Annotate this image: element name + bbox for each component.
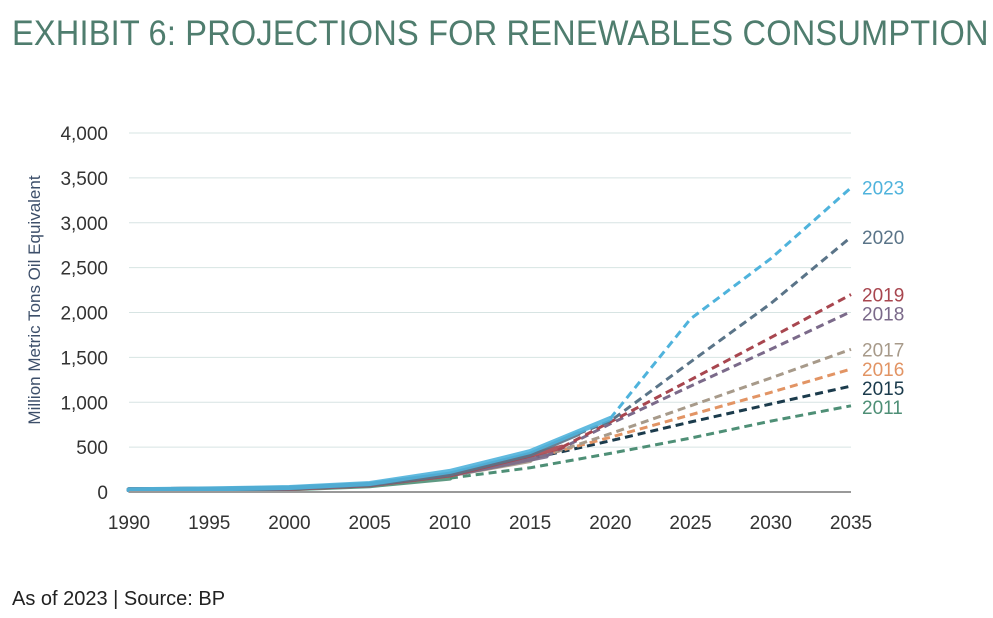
projection-line-2019 (561, 293, 852, 449)
x-tick-label: 2015 (509, 513, 551, 534)
series-label-2011: 2011 (862, 398, 903, 419)
series-label-2019: 2019 (862, 286, 904, 307)
x-tick-label: 2000 (268, 513, 310, 534)
x-tick-label: 2020 (589, 513, 631, 534)
x-tick-label: 2005 (349, 513, 391, 534)
x-tick-label: 1990 (108, 513, 150, 534)
page-title: EXHIBIT 6: PROJECTIONS FOR RENEWABLES CO… (12, 14, 989, 53)
projection-line-2017 (529, 347, 852, 463)
y-tick-label: 3,000 (60, 214, 108, 235)
x-tick-label: 2010 (429, 513, 471, 534)
y-tick-label: 0 (97, 483, 108, 504)
series-label-2015: 2015 (862, 379, 904, 400)
history-line-2023 (126, 415, 613, 493)
chart: 0 500 1,000 1,500 2,000 2,500 3,000 3,500 4,000 1… (25, 124, 904, 534)
projection-line-2011 (449, 404, 852, 480)
x-tick-label: 2035 (830, 513, 872, 534)
series-label-2017: 2017 (862, 340, 904, 361)
projection-line-2018 (545, 310, 852, 458)
chart-lines (126, 186, 852, 493)
series-label-2016: 2016 (862, 360, 904, 381)
projection-line-2020 (577, 235, 852, 436)
y-tick-label: 2,000 (60, 304, 108, 325)
y-tick-label: 1,000 (60, 393, 108, 414)
y-axis-label: Million Metric Tons Oil Equivalent (25, 175, 44, 424)
chart-axes: 0 500 1,000 1,500 2,000 2,500 3,000 3,500 4,000 1… (60, 124, 872, 534)
series-label-2020: 2020 (862, 228, 904, 249)
source-note: As of 2023 | Source: BP (12, 588, 226, 610)
y-tick-label: 3,500 (60, 169, 108, 190)
chart-grid (129, 132, 851, 448)
y-tick-label: 500 (76, 438, 108, 459)
y-tick-label: 2,500 (60, 259, 108, 280)
series-label-2023: 2023 (862, 179, 904, 200)
y-tick-label: 1,500 (60, 348, 108, 369)
x-tick-label: 2030 (750, 513, 792, 534)
x-tick-label: 2025 (669, 513, 711, 534)
x-tick-label: 1995 (188, 513, 230, 534)
series-label-2018: 2018 (862, 305, 904, 326)
y-tick-label: 4,000 (60, 124, 108, 145)
